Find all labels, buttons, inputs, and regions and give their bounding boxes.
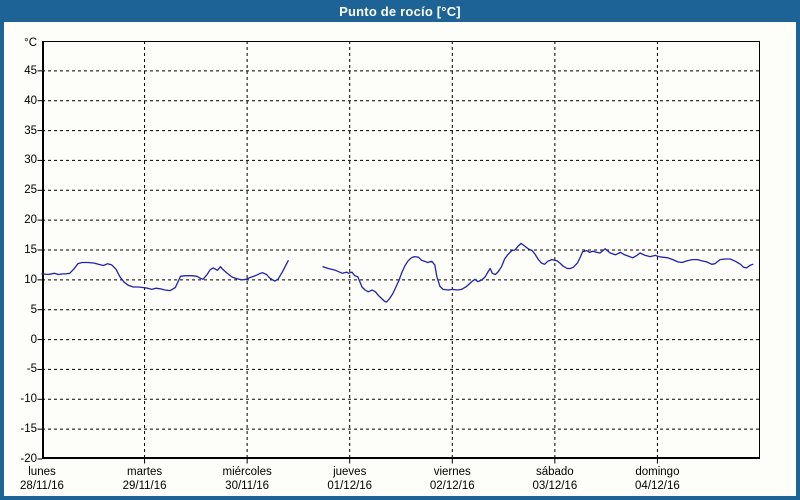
x-axis-day-label: jueves <box>333 466 367 478</box>
x-axis-day-label: miércoles <box>222 466 272 478</box>
y-axis-label: -15 <box>20 423 37 436</box>
y-axis-label: -5 <box>26 363 37 376</box>
y-axis-label: 40 <box>24 94 37 107</box>
x-axis-day-label: sábado <box>535 466 574 478</box>
y-axis-label: 25 <box>24 184 37 197</box>
x-axis-date-label: 02/12/16 <box>429 480 475 492</box>
x-axis-date-label: 03/12/16 <box>532 480 578 492</box>
x-axis-date-label: 01/12/16 <box>327 480 373 492</box>
y-axis-label: 45 <box>24 64 37 77</box>
x-axis-day-label: viernes <box>433 466 471 478</box>
y-axis-label: 5 <box>30 303 37 316</box>
y-axis-label: 10 <box>24 273 37 286</box>
x-axis-day-label: domingo <box>635 466 680 478</box>
y-axis-label: 20 <box>24 214 37 227</box>
x-axis-date-label: 29/11/16 <box>122 480 167 492</box>
y-axis-label: 15 <box>24 244 37 256</box>
dew-point-line-segment <box>322 242 754 303</box>
window-title: Punto de rocío [°C] <box>339 3 461 19</box>
x-axis-day-label: lunes <box>28 466 56 478</box>
y-axis-label: 0 <box>30 333 37 346</box>
y-axis-label: 30 <box>24 154 37 167</box>
x-axis-date-label: 28/11/16 <box>20 480 64 492</box>
dew-point-line-segment <box>41 260 289 292</box>
x-axis-day-label: martes <box>126 466 163 478</box>
y-axis-unit-label: °C <box>24 37 37 49</box>
y-axis-label: -20 <box>20 453 37 465</box>
x-axis-date-label: 30/11/16 <box>225 480 270 492</box>
y-axis-label: 35 <box>24 124 37 137</box>
y-axis-label: -10 <box>20 393 37 406</box>
chart-panel <box>4 22 796 496</box>
window-titlebar: Punto de rocío [°C] <box>0 0 800 22</box>
x-axis-date-label: 04/12/16 <box>635 480 680 492</box>
